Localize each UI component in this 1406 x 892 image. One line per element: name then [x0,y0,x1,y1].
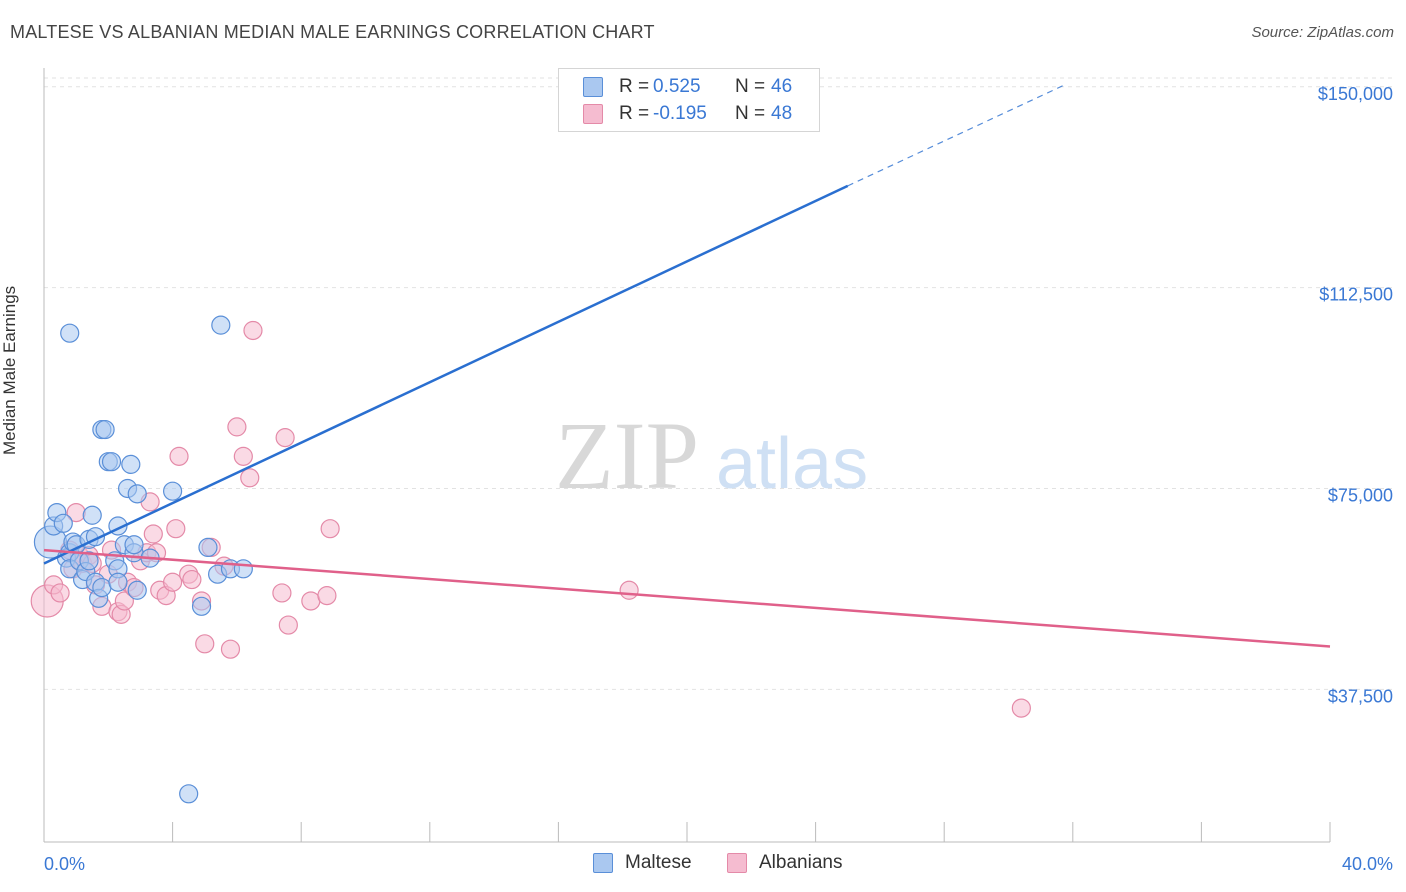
legend-item-albanians[interactable]: Albanians [727,852,842,874]
albanians-points [30,320,1031,718]
albanians-point [114,591,134,611]
maltese-point [79,551,99,571]
albanians-point [301,591,321,611]
maltese-point [233,559,253,579]
y-tick-label: $112,500 [1319,285,1393,305]
legend-label-maltese: Maltese [625,852,692,873]
albanians-point [220,639,241,659]
maltese-point [179,784,199,804]
x-tick-label: 40.0% [1342,854,1393,874]
albanians-point [227,417,247,437]
watermark: ZIP atlas [555,402,868,509]
maltese-trend-line [43,184,849,565]
albanians-point [243,320,263,341]
albanians-point [278,615,298,635]
maltese-point [101,452,122,472]
maltese-point [211,315,231,335]
albanians-point [320,519,340,539]
maltese-swatch [593,853,613,873]
r-value: 0.525 [653,76,701,97]
maltese-point [95,419,115,440]
maltese-point [108,572,128,592]
maltese-point [198,537,218,558]
x-tick-label: 0.0% [44,854,85,874]
y-axis-label: Median Male Earnings [0,285,19,455]
albanians-point [143,524,163,544]
albanians-point [272,583,292,603]
n-label: N = [735,76,766,97]
maltese-point [163,481,183,501]
albanians-point [275,428,295,448]
maltese-point [92,577,112,598]
maltese-point [191,596,212,616]
n-value: 46 [771,76,793,97]
albanians-trend-line [43,548,1331,648]
albanians-point [50,583,70,603]
legend-label-albanians: Albanians [759,852,843,873]
maltese-point [53,513,73,533]
albanians-point [166,519,186,539]
legend-row-maltese: R = 0.525 N = 46 [583,75,792,99]
axes [43,68,1331,843]
albanians-point [233,446,253,466]
albanians-point [169,446,189,466]
legend-item-maltese[interactable]: Maltese [593,852,692,874]
y-tick-label: $150,000 [1318,84,1393,104]
tick-labels: $37,500 $75,000 $112,500 $150,000 0.0% 40.0% [44,84,1393,874]
maltese-point [82,505,102,525]
maltese-point [127,484,147,504]
albanians-point [195,634,215,654]
maltese-point [124,535,144,555]
chart-title: MALTESE VS ALBANIAN MEDIAN MALE EARNINGS… [10,22,655,42]
y-tick-label: $37,500 [1328,686,1393,706]
r-value: -0.195 [653,103,707,124]
stats-legend: R = 0.525 N = 46 R = -0.195 N = 48 [558,68,820,132]
albanians-point [619,580,639,600]
albanians-swatch [727,853,747,873]
watermark-zip: ZIP [555,402,699,509]
albanians-point [163,572,183,592]
r-label: R = [619,76,650,97]
n-label: N = [735,103,766,124]
maltese-point [127,580,147,600]
source-label: Source: ZipAtlas.com [1251,24,1394,41]
watermark-atlas: atlas [716,424,868,504]
gridlines [44,77,1395,690]
r-label: R = [619,103,650,124]
series-legend: Maltese Albanians [0,852,1406,878]
albanians-swatch [583,104,603,124]
maltese-point [121,454,141,474]
n-value: 48 [771,103,793,124]
albanians-point [240,468,260,488]
maltese-swatch [583,77,603,97]
albanians-point [1011,698,1031,718]
maltese-trend-extension [847,83,1067,187]
albanians-point [317,586,337,606]
trend-lines [43,83,1331,648]
y-tick-label: $75,000 [1328,485,1393,505]
maltese-point [60,323,80,343]
legend-row-albanians: R = -0.195 N = 48 [583,102,792,126]
albanians-point [182,569,202,590]
